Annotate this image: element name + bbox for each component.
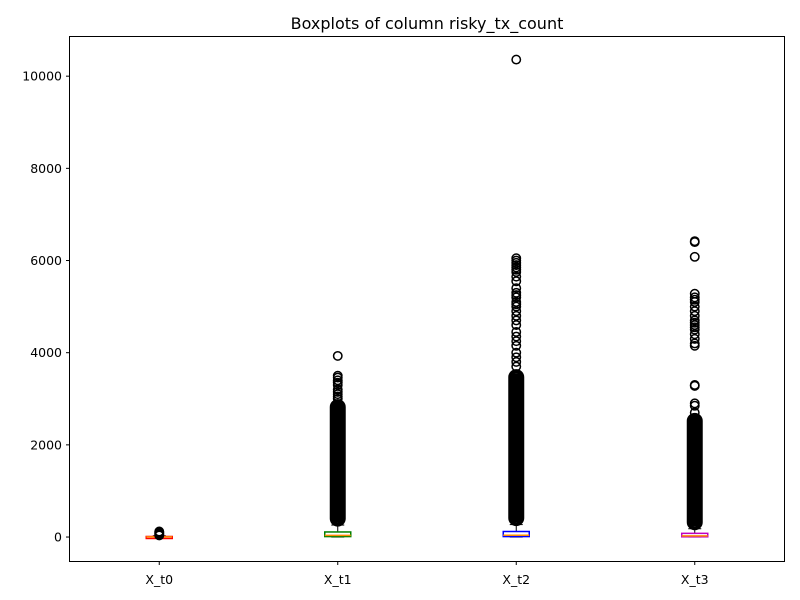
outlier-point bbox=[511, 283, 522, 294]
outlier-point bbox=[511, 356, 522, 367]
outlier-point bbox=[511, 306, 522, 317]
outlier-point bbox=[511, 336, 522, 347]
box-X_t1 bbox=[324, 350, 352, 538]
box-iqr bbox=[502, 530, 530, 538]
outlier-point bbox=[689, 333, 700, 344]
outlier-band bbox=[686, 412, 703, 531]
outlier-point bbox=[689, 407, 700, 418]
outlier-point bbox=[689, 315, 700, 326]
y-tick-label: 2000 bbox=[30, 437, 62, 452]
x-tick-label: X_t1 bbox=[324, 572, 352, 587]
outlier-point bbox=[689, 310, 700, 321]
box-X_t2 bbox=[502, 54, 530, 538]
outlier-point bbox=[511, 297, 522, 307]
outlier-point bbox=[511, 340, 522, 351]
box-iqr bbox=[324, 531, 352, 538]
outlier-point bbox=[511, 287, 522, 298]
chart-title: Boxplots of column risky_tx_count bbox=[291, 14, 564, 34]
outlier-point bbox=[332, 350, 343, 361]
outlier-point bbox=[511, 347, 522, 358]
y-tick-label: 8000 bbox=[30, 161, 62, 176]
outlier-point bbox=[689, 398, 700, 409]
outlier-point bbox=[511, 352, 522, 363]
outlier-point bbox=[511, 253, 522, 264]
outlier-point bbox=[511, 320, 522, 330]
y-tick-label: 6000 bbox=[30, 253, 62, 268]
y-tick-label: 10000 bbox=[22, 69, 62, 84]
outlier-point bbox=[689, 292, 700, 303]
outlier-point bbox=[689, 236, 700, 247]
outlier-point bbox=[689, 301, 700, 312]
y-tick-label: 0 bbox=[54, 530, 62, 545]
outlier-point bbox=[689, 288, 700, 299]
outlier-point bbox=[689, 329, 700, 340]
outlier-point bbox=[511, 271, 522, 282]
outlier-point bbox=[689, 380, 700, 390]
y-tick-label: 4000 bbox=[30, 345, 62, 360]
outlier-point bbox=[511, 361, 522, 372]
x-axis: X_t0 X_t1 X_t2 X_t3 bbox=[145, 561, 709, 587]
outlier-point bbox=[689, 251, 700, 262]
outlier-point bbox=[511, 327, 522, 337]
x-tick-label: X_t0 bbox=[145, 572, 173, 587]
outlier-point bbox=[511, 276, 522, 287]
axes-frame bbox=[69, 36, 785, 562]
y-axis: 0 2000 4000 6000 8000 10000 bbox=[22, 69, 70, 545]
box-X_t3 bbox=[681, 236, 709, 538]
plot-area bbox=[145, 54, 709, 541]
box-X_t0 bbox=[145, 526, 173, 541]
outlier-point bbox=[689, 338, 700, 349]
outlier-point bbox=[511, 310, 522, 321]
box-iqr bbox=[681, 532, 709, 538]
outlier-point bbox=[511, 331, 522, 342]
outlier-point bbox=[332, 384, 343, 395]
outlier-point bbox=[511, 54, 522, 65]
x-tick-label: X_t2 bbox=[502, 572, 530, 587]
outlier-point bbox=[332, 375, 343, 386]
outlier-point bbox=[332, 370, 343, 381]
outlier-point bbox=[154, 526, 165, 537]
outlier-point bbox=[689, 306, 700, 317]
x-tick-label: X_t3 bbox=[681, 572, 709, 587]
outlier-point bbox=[511, 315, 522, 326]
